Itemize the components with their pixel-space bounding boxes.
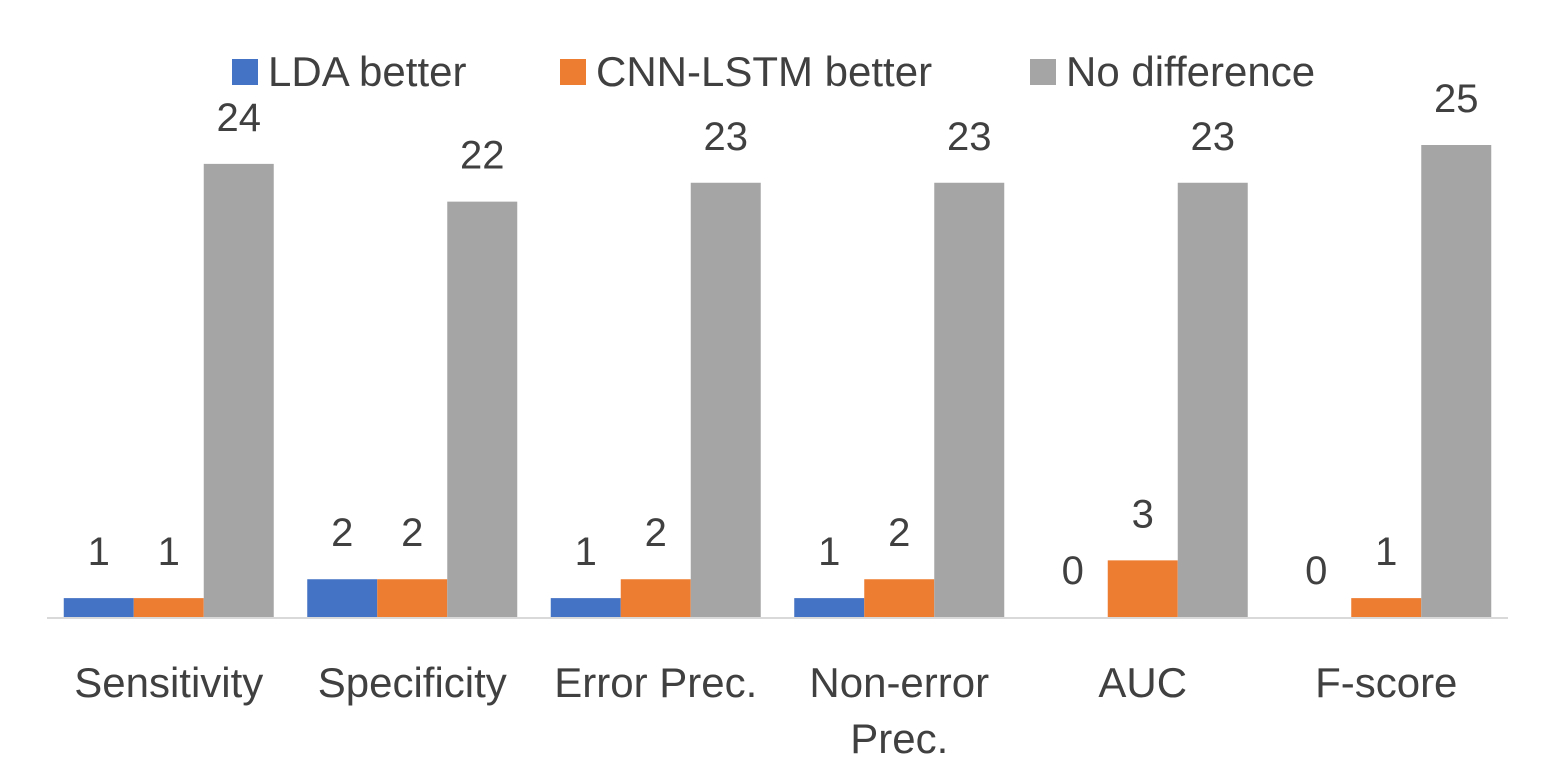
value-label-no-difference-f-score: 25 — [1434, 77, 1479, 121]
value-label-no-difference-specificity: 22 — [460, 134, 505, 178]
bar-lda-better-error-prec — [550, 598, 621, 617]
bar-cnn-lstm-better-non-error-prec — [864, 579, 935, 617]
value-label-lda-better-f-score: 0 — [1305, 549, 1327, 593]
bar-no-difference-non-error-prec — [934, 182, 1005, 617]
bar-no-difference-sensitivity — [203, 163, 274, 617]
bar-no-difference-f-score — [1421, 145, 1492, 617]
bar-no-difference-specificity — [447, 201, 518, 617]
value-label-cnn-lstm-better-error-prec: 2 — [645, 511, 667, 555]
bar-cnn-lstm-better-sensitivity — [133, 598, 204, 617]
legend-label-cnn-lstm: CNN-LSTM better — [596, 48, 933, 95]
bar-lda-better-non-error-prec — [794, 598, 865, 617]
bar-lda-better-specificity — [307, 579, 378, 617]
bar-cnn-lstm-better-error-prec — [620, 579, 691, 617]
value-label-no-difference-error-prec: 23 — [704, 115, 749, 159]
legend-swatch-cnn-lstm — [560, 59, 586, 85]
legend-item-lda: LDA better — [232, 44, 466, 100]
value-label-cnn-lstm-better-f-score: 1 — [1375, 530, 1397, 574]
bar-no-difference-auc — [1177, 182, 1248, 617]
value-label-cnn-lstm-better-auc: 3 — [1132, 492, 1154, 536]
value-label-lda-better-auc: 0 — [1062, 549, 1084, 593]
category-label-sensitivity: Sensitivity — [74, 659, 263, 706]
bars-group — [63, 145, 1492, 617]
bar-no-difference-error-prec — [690, 182, 761, 617]
bar-cnn-lstm-better-f-score — [1351, 598, 1422, 617]
bar-cnn-lstm-better-specificity — [377, 579, 448, 617]
category-label-specificity: Specificity — [318, 659, 507, 706]
value-label-no-difference-non-error-prec: 23 — [947, 115, 992, 159]
category-label-error-prec: Error Prec. — [554, 659, 757, 706]
value-label-lda-better-sensitivity: 1 — [88, 530, 110, 574]
bar-cnn-lstm-better-auc — [1107, 560, 1178, 617]
legend-label-lda: LDA better — [268, 48, 467, 95]
category-label-f-score: F-score — [1315, 659, 1457, 706]
legend-item-cnn-lstm: CNN-LSTM better — [560, 44, 932, 100]
value-label-cnn-lstm-better-specificity: 2 — [401, 511, 423, 555]
legend-swatch-no-difference — [1030, 59, 1056, 85]
legend-item-no-difference: No difference — [1030, 44, 1315, 100]
value-label-cnn-lstm-better-non-error-prec: 2 — [888, 511, 910, 555]
legend-label-no-difference: No difference — [1066, 48, 1316, 95]
value-label-cnn-lstm-better-sensitivity: 1 — [158, 530, 180, 574]
value-label-lda-better-error-prec: 1 — [575, 530, 597, 574]
value-label-no-difference-sensitivity: 24 — [217, 96, 262, 140]
value-label-lda-better-specificity: 2 — [331, 511, 353, 555]
bar-lda-better-sensitivity — [63, 598, 134, 617]
category-label-auc: AUC — [1098, 659, 1187, 706]
value-label-lda-better-non-error-prec: 1 — [818, 530, 840, 574]
category-labels-group: Sensitivity Specificity Error Prec. Non-err… — [74, 659, 1457, 762]
legend: LDA better CNN-LSTM better No difference — [0, 44, 1559, 100]
value-label-no-difference-auc: 23 — [1191, 115, 1236, 159]
legend-swatch-lda — [232, 59, 258, 85]
category-label-non-error-prec: Non-error Prec. — [809, 659, 989, 762]
